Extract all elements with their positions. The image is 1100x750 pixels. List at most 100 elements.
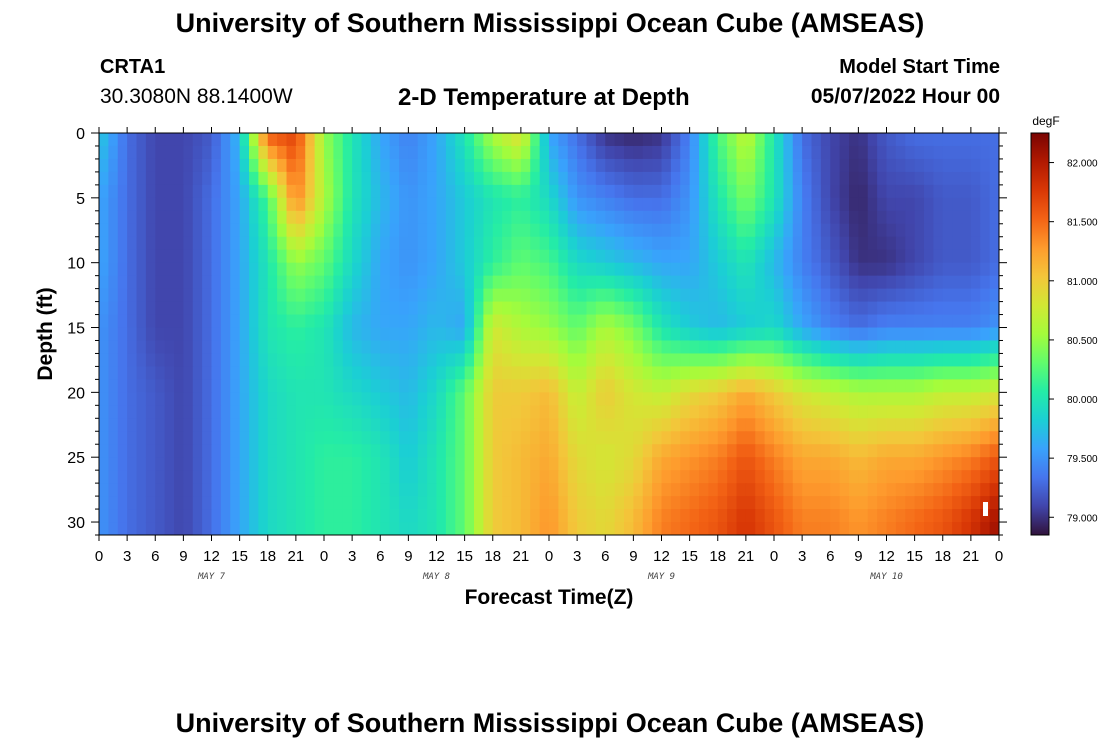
heatmap-cell	[877, 457, 888, 471]
heatmap-cell	[558, 379, 569, 393]
heatmap-cell	[774, 431, 784, 445]
heatmap-cell	[445, 353, 456, 368]
heatmap-cell	[549, 470, 559, 484]
heatmap-cell	[849, 210, 859, 225]
heatmap-cell	[436, 223, 447, 238]
heatmap-cell	[464, 509, 475, 523]
heatmap-cell	[389, 457, 400, 471]
heatmap-cell	[895, 236, 906, 251]
heatmap-cell	[577, 184, 588, 199]
heatmap-cell	[183, 223, 194, 238]
heatmap-cell	[774, 210, 784, 225]
heatmap-cell	[399, 275, 409, 290]
heatmap-cell	[389, 171, 400, 186]
heatmap-cell	[286, 457, 297, 471]
heatmap-cell	[877, 340, 888, 355]
heatmap-cell	[905, 457, 916, 471]
heatmap-cell	[820, 522, 831, 535]
heatmap-cell	[108, 444, 119, 458]
heatmap-cell	[108, 171, 119, 186]
heatmap-cell	[558, 457, 569, 471]
heatmap-cell	[727, 236, 738, 251]
heatmap-cell	[595, 418, 606, 432]
heatmap-cell	[249, 522, 259, 535]
heatmap-cell	[155, 262, 166, 277]
heatmap-cell	[220, 288, 231, 303]
heatmap-cell	[849, 158, 859, 173]
heatmap-cell	[633, 457, 644, 471]
heatmap-cell	[483, 340, 494, 355]
heatmap-cell	[905, 236, 916, 251]
heatmap-cell	[389, 210, 400, 225]
heatmap-cell	[633, 236, 644, 251]
heatmap-cell	[511, 405, 522, 419]
heatmap-cell	[483, 275, 494, 290]
heatmap-cell	[427, 379, 438, 393]
heatmap-cell	[830, 366, 841, 380]
heatmap-cell	[474, 184, 484, 199]
heatmap-cell	[811, 223, 822, 238]
heatmap-cell	[624, 249, 634, 264]
heatmap-cell	[399, 301, 409, 316]
heatmap-cell	[483, 210, 494, 225]
heatmap-cell	[389, 262, 400, 277]
heatmap-cell	[520, 223, 531, 238]
heatmap-cell	[736, 275, 747, 290]
heatmap-cell	[558, 275, 569, 290]
heatmap-cell	[389, 133, 400, 147]
heatmap-cell	[202, 223, 213, 238]
heatmap-cell	[699, 314, 709, 329]
heatmap-cell	[642, 366, 653, 380]
heatmap-cell	[924, 405, 934, 419]
heatmap-cell	[708, 262, 719, 277]
heatmap-cell	[642, 470, 653, 484]
heatmap-cell	[502, 444, 513, 458]
x-tick-label: 0	[770, 548, 778, 565]
heatmap-cell	[727, 353, 738, 368]
heatmap-cell	[136, 236, 147, 251]
heatmap-cell	[961, 236, 972, 251]
heatmap-cell	[886, 249, 897, 264]
heatmap-cell	[745, 184, 756, 199]
heatmap-cell	[492, 236, 503, 251]
heatmap-cell	[164, 470, 175, 484]
heatmap-cell	[192, 522, 203, 535]
heatmap-cell	[192, 314, 203, 329]
heatmap-cell	[558, 314, 569, 329]
heatmap-cell	[670, 133, 681, 147]
heatmap-cell	[736, 236, 747, 251]
heatmap-cell	[417, 327, 428, 342]
heatmap-cell	[933, 340, 944, 355]
heatmap-cell	[492, 483, 503, 497]
heatmap-cell	[652, 522, 663, 535]
heatmap-cell	[117, 353, 128, 368]
heatmap-cell	[164, 353, 175, 368]
heatmap-cell	[820, 366, 831, 380]
heatmap-cell	[427, 457, 438, 471]
heatmap-cell	[717, 405, 728, 419]
heatmap-cell	[614, 275, 625, 290]
heatmap-cell	[989, 262, 999, 277]
heatmap-cell	[286, 379, 297, 393]
y-tick-label: 30	[67, 515, 85, 532]
heatmap-cell	[324, 418, 334, 432]
heatmap-cell	[924, 457, 934, 471]
heatmap-cell	[211, 366, 222, 380]
heatmap-cell	[877, 470, 888, 484]
heatmap-cell	[624, 340, 634, 355]
heatmap-cell	[155, 145, 166, 160]
heatmap-cell	[174, 301, 184, 316]
heatmap-cell	[661, 470, 672, 484]
heatmap-cell	[764, 145, 775, 160]
heatmap-cell	[145, 405, 156, 419]
heatmap-cell	[577, 340, 588, 355]
heatmap-cell	[830, 197, 841, 212]
heatmap-cell	[811, 327, 822, 342]
heatmap-cell	[295, 470, 306, 484]
heatmap-cell	[108, 379, 119, 393]
heatmap-cell	[445, 288, 456, 303]
heatmap-cell	[717, 236, 728, 251]
heatmap-cell	[811, 470, 822, 484]
heatmap-cell	[736, 431, 747, 445]
heatmap-cell	[239, 145, 250, 160]
